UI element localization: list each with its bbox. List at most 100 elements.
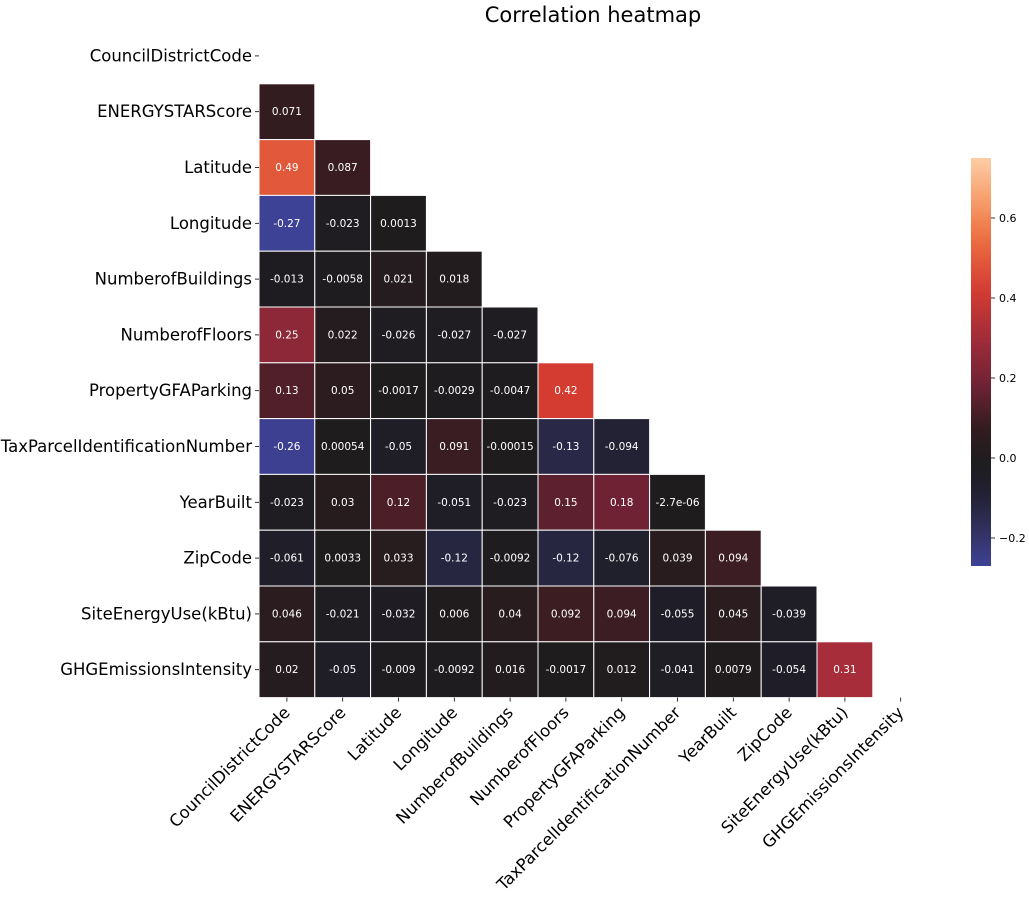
heatmap-cell (593, 529, 651, 587)
heatmap-cell (314, 306, 372, 364)
heatmap-cell (425, 306, 483, 364)
y-axis-label: YearBuilt (179, 493, 253, 512)
heatmap-cell (704, 529, 762, 587)
heatmap-cell (425, 250, 483, 308)
cell-annotation: 0.0033 (324, 553, 361, 565)
cell-annotation: 0.49 (275, 162, 298, 174)
heatmap-cell (370, 585, 427, 643)
heatmap-cell (258, 83, 316, 141)
x-axis-labels: CouncilDistrictCodeENERGYSTARScoreLatitu… (166, 697, 908, 895)
y-axis-label: Longitude (170, 214, 252, 233)
heatmap-cell (593, 418, 651, 475)
heatmap-cell (258, 529, 316, 587)
cell-annotation: -0.12 (552, 553, 579, 565)
cell-annotation: -0.0017 (546, 664, 587, 676)
cell-annotation: 0.039 (662, 553, 692, 565)
cell-annotation: 0.15 (554, 497, 577, 509)
y-axis-label: TaxParcelIdentificationNumber (0, 437, 252, 456)
heatmap-cell (425, 585, 483, 643)
cell-annotation: -0.12 (441, 553, 468, 565)
cell-annotation: -0.0047 (490, 385, 531, 397)
cell-annotation: 0.045 (718, 608, 748, 620)
cell-annotation: 0.094 (718, 553, 748, 565)
cell-annotation: -0.032 (382, 608, 416, 620)
cell-annotation: -0.05 (329, 664, 356, 676)
cell-annotation: 0.0079 (715, 664, 752, 676)
cell-annotation: -0.0029 (434, 385, 475, 397)
chart-title: Correlation heatmap (485, 3, 701, 27)
heatmap-cell (537, 641, 595, 699)
cell-annotation: 0.04 (498, 608, 522, 620)
cell-annotation: 0.31 (833, 664, 856, 676)
colorbar-tick-label: 0.2 (999, 372, 1017, 385)
cell-annotation: 0.071 (272, 106, 302, 118)
heatmap-cell (314, 418, 372, 475)
cell-annotation: -0.027 (493, 329, 527, 341)
cell-annotation: -0.054 (772, 664, 806, 676)
heatmap-cell (537, 418, 595, 475)
heatmap-cell (370, 194, 427, 252)
cell-annotation: -0.055 (661, 608, 695, 620)
heatmap-cell (481, 585, 539, 643)
cell-annotation: 0.016 (495, 664, 525, 676)
cell-annotation: 0.05 (331, 385, 354, 397)
colorbar-tick-label: 0.0 (999, 452, 1017, 465)
cell-annotation: 0.006 (439, 608, 469, 620)
y-axis-label: GHGEmissionsIntensity (60, 660, 252, 679)
cell-annotation: 0.087 (328, 162, 358, 174)
heatmap-cell (425, 529, 483, 587)
cell-annotation: -0.061 (270, 553, 304, 565)
cell-annotation: -0.0058 (322, 274, 363, 286)
cell-annotation: -0.026 (382, 329, 416, 341)
heatmap-cell (314, 139, 372, 196)
heatmap-cell (314, 250, 372, 308)
heatmap-cell (258, 418, 316, 475)
heatmap-cell (704, 585, 762, 643)
heatmap-cell (481, 362, 539, 420)
cell-annotation: 0.046 (272, 608, 302, 620)
heatmap-cell (425, 418, 483, 475)
cell-annotation: -0.027 (437, 329, 471, 341)
cell-annotation: -0.26 (273, 441, 300, 453)
heatmap-cell (649, 585, 706, 643)
cell-annotation: -2.7e-06 (655, 497, 699, 509)
cell-annotation: -0.023 (326, 218, 360, 230)
cell-annotation: 0.12 (387, 497, 410, 509)
cell-annotation: -0.041 (661, 664, 695, 676)
cell-annotation: -0.051 (437, 497, 471, 509)
heatmap-cell (258, 641, 316, 699)
y-axis-label: Latitude (184, 158, 252, 177)
cell-annotation: 0.00054 (321, 441, 365, 453)
cell-annotation: 0.42 (554, 385, 577, 397)
cell-annotation: 0.033 (383, 553, 413, 565)
colorbar-tick-label: −0.2 (999, 532, 1026, 545)
cell-annotation: 0.0013 (380, 218, 417, 230)
cell-annotation: -0.023 (493, 497, 527, 509)
heatmap-cell (258, 139, 316, 196)
heatmap-cell (314, 362, 372, 420)
cell-annotation: 0.018 (439, 274, 469, 286)
cell-annotation: -0.023 (270, 497, 304, 509)
colorbar-gradient (971, 158, 991, 566)
heatmap-cell (314, 585, 372, 643)
cell-annotation: 0.13 (275, 385, 298, 397)
heatmap-cell (370, 529, 427, 587)
x-axis-label: YearBuilt (675, 703, 741, 769)
cell-annotation: -0.00015 (486, 441, 533, 453)
cell-annotation: -0.0092 (490, 553, 531, 565)
colorbar-tick-label: 0.4 (999, 292, 1017, 305)
colorbar-tick-label: 0.6 (999, 212, 1017, 225)
cell-annotation: -0.021 (326, 608, 360, 620)
heatmap-cell (425, 362, 483, 420)
cell-annotation: 0.091 (439, 441, 469, 453)
cell-annotation: -0.039 (772, 608, 806, 620)
cell-annotation: 0.18 (610, 497, 633, 509)
cell-annotation: -0.076 (605, 553, 639, 565)
heatmap-cell (370, 362, 427, 420)
cell-annotation: 0.094 (607, 608, 637, 620)
x-axis-label: NumberofFloors (466, 703, 572, 809)
heatmap-cell (537, 362, 595, 420)
cell-annotation: -0.0092 (434, 664, 475, 676)
cell-annotation: -0.009 (382, 664, 416, 676)
